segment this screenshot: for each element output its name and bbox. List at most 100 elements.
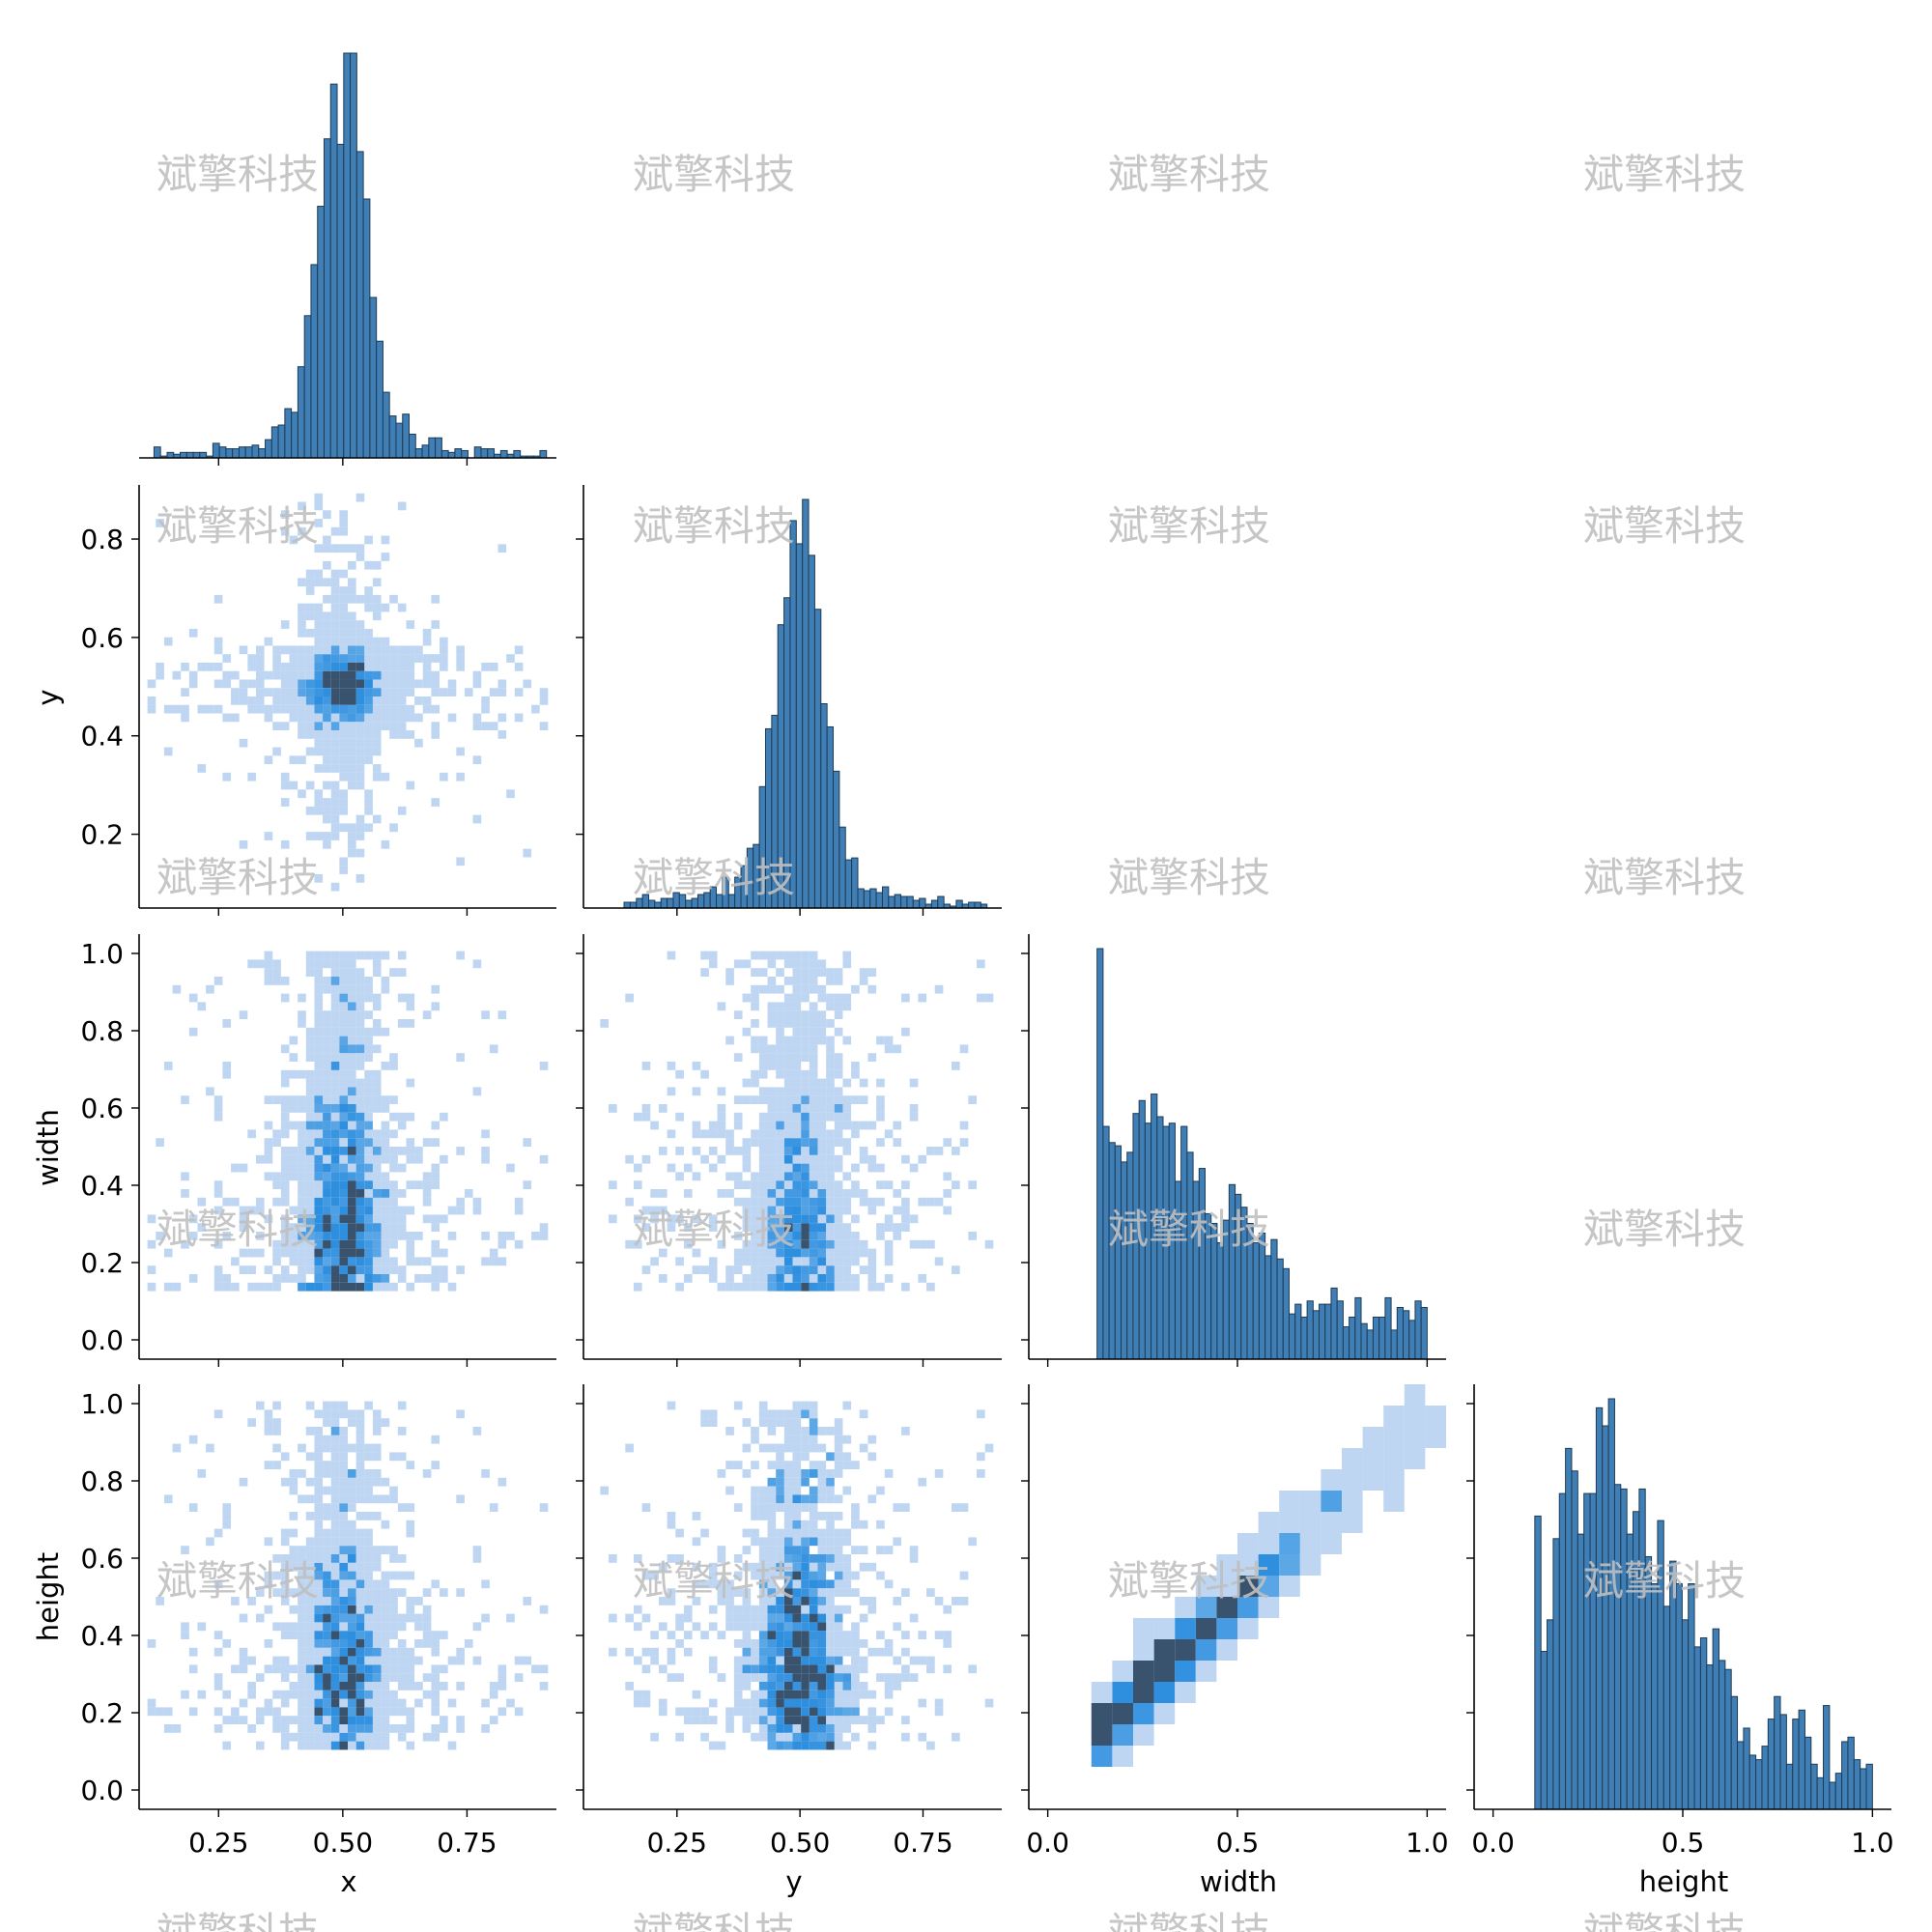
heatmap-cell	[381, 1121, 390, 1130]
heatmap-cell	[792, 1019, 802, 1028]
heatmap-cell	[163, 1494, 173, 1504]
heatmap-cell	[952, 1062, 960, 1070]
heatmap-cell	[834, 1613, 843, 1623]
heatmap-cell	[751, 1214, 759, 1224]
heatmap-cell	[658, 1562, 668, 1572]
heatmap-cell	[851, 1062, 860, 1070]
heatmap-cell	[355, 730, 365, 739]
heatmap-cell	[323, 839, 331, 849]
heatmap-cell	[147, 1214, 156, 1224]
heatmap-cell	[289, 535, 298, 545]
heatmap-cell	[447, 688, 457, 696]
heatmap-cell	[364, 789, 373, 799]
heatmap-cell	[355, 1129, 365, 1139]
heatmap-cell	[364, 798, 373, 807]
heatmap-cell	[305, 1197, 315, 1207]
heatmap-cell	[231, 670, 240, 680]
heatmap-cell	[197, 1622, 207, 1632]
heatmap-cell	[667, 1062, 676, 1070]
watermark-text: 斌擎科技	[1108, 502, 1270, 550]
heatmap-cell	[330, 1537, 340, 1547]
histogram-bar	[258, 448, 267, 459]
heatmap-cell	[422, 696, 432, 705]
heatmap-cell	[817, 1486, 827, 1495]
heatmap-cell	[959, 1044, 969, 1054]
histogram-bar	[251, 444, 260, 459]
heatmap-cell	[355, 984, 365, 994]
heatmap-cell	[305, 1707, 315, 1717]
x-tick-label: 0.25	[188, 1827, 248, 1859]
heatmap-cell	[431, 1265, 440, 1274]
heatmap-cell	[801, 1732, 810, 1742]
heatmap-cell	[918, 1154, 927, 1164]
heatmap-cell	[339, 1656, 348, 1665]
heatmap-cell	[422, 1732, 432, 1742]
heatmap-cell	[298, 730, 306, 739]
heatmap-cell	[389, 1232, 398, 1240]
histogram-bar	[180, 451, 187, 459]
heatmap-cell	[901, 993, 910, 1003]
heatmap-cell	[389, 1724, 398, 1733]
heatmap-cell	[305, 781, 315, 790]
heatmap-cell	[305, 1401, 315, 1410]
heatmap-cell	[767, 1520, 777, 1529]
heatmap-cell	[758, 1631, 768, 1639]
heatmap-cell	[355, 1690, 365, 1699]
heatmap-cell	[675, 1257, 684, 1266]
heatmap-cell	[372, 1562, 382, 1572]
heatmap-cell	[1342, 1448, 1363, 1469]
heatmap-cell	[339, 764, 348, 773]
heatmap-cell	[422, 1197, 432, 1207]
heatmap-cell	[239, 1656, 248, 1665]
heatmap-cell	[213, 1282, 223, 1292]
heatmap-cell	[364, 670, 373, 680]
heatmap-cell	[314, 628, 324, 638]
heatmap-cell	[783, 1069, 793, 1079]
heatmap-cell	[926, 1588, 935, 1597]
heatmap-cell	[156, 1232, 164, 1240]
heatmap-cell	[497, 688, 507, 696]
heatmap-cell	[305, 1562, 315, 1572]
heatmap-cell	[742, 1214, 752, 1224]
heatmap-cell	[364, 1239, 373, 1249]
heatmap-cell	[381, 1494, 390, 1504]
heatmap-cell	[339, 1435, 348, 1444]
heatmap-cell	[809, 1631, 818, 1639]
heatmap-cell	[355, 1036, 365, 1045]
heatmap-cell	[901, 1664, 910, 1674]
heatmap-cell	[783, 1248, 793, 1258]
heatmap-cell	[867, 1197, 877, 1207]
heatmap-cell	[834, 1741, 843, 1750]
heatmap-cell	[826, 1741, 835, 1750]
heatmap-cell	[339, 1062, 348, 1070]
heatmap-cell	[355, 1597, 365, 1605]
heatmap-cell	[372, 1206, 382, 1215]
heatmap-cell	[381, 1180, 390, 1189]
heatmap-cell	[801, 1707, 810, 1717]
heatmap-cell	[314, 959, 324, 969]
heatmap-cell	[742, 1622, 752, 1632]
heatmap-cell	[330, 1631, 340, 1639]
heatmap-cell	[280, 1069, 290, 1079]
heatmap-cell	[742, 1469, 752, 1478]
heatmap-cell	[700, 1154, 709, 1164]
heatmap-cell	[625, 993, 634, 1003]
heatmap-cell	[1383, 1427, 1405, 1448]
heatmap-cell	[348, 1163, 356, 1173]
heatmap-cell	[355, 1673, 365, 1682]
heatmap-cell	[389, 1546, 398, 1554]
heatmap-cell	[834, 1716, 843, 1724]
heatmap-cell	[725, 1579, 734, 1589]
heatmap-cell	[314, 1647, 324, 1657]
heatmap-cell	[298, 1163, 306, 1173]
heatmap-cell	[834, 1104, 843, 1113]
heatmap-cell	[364, 1010, 373, 1019]
heatmap-cell	[842, 959, 852, 969]
heatmap-cell	[608, 1647, 617, 1657]
heatmap-cell	[859, 1682, 868, 1690]
heatmap-cell	[717, 1087, 726, 1096]
heatmap-cell	[834, 1002, 843, 1011]
heatmap-cell	[834, 977, 843, 985]
heatmap-cell	[1342, 1469, 1363, 1491]
panel-width-vs-y	[576, 934, 1002, 1367]
